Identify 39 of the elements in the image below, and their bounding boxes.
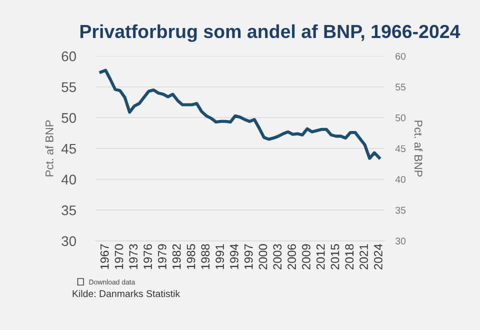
x-tick-label: 2009 bbox=[302, 244, 310, 270]
x-tick-label: 1982 bbox=[172, 244, 181, 270]
y-axis-title: Pct. af BNP bbox=[45, 120, 54, 176]
y-tick-label: 30 bbox=[62, 236, 76, 246]
x-tick-label: 2003 bbox=[273, 244, 282, 270]
line-series bbox=[99, 68, 381, 160]
x-tick-label: 1985 bbox=[186, 244, 196, 270]
x-tick-label: 1967 bbox=[100, 244, 109, 270]
x-tick-label: 1988 bbox=[201, 244, 210, 270]
x-tick-label: 1979 bbox=[158, 244, 166, 270]
x-tick-label: 2018 bbox=[345, 244, 354, 270]
y2-tick-label: 50 bbox=[396, 114, 406, 122]
y-tick-label: 55 bbox=[62, 82, 76, 92]
y2-tick-label: 55 bbox=[396, 84, 406, 91]
x-tick-label: 2006 bbox=[288, 244, 296, 270]
y2-tick-label: 35 bbox=[395, 206, 406, 214]
y2-tick-label: 30 bbox=[395, 238, 406, 245]
y-tick-label: 35 bbox=[62, 205, 76, 216]
y-tick-label: 40 bbox=[61, 174, 76, 184]
x-tick-label: 2021 bbox=[360, 244, 368, 270]
y-tick-label: 60 bbox=[62, 51, 76, 62]
x-tick-label: 2024 bbox=[374, 244, 382, 270]
y2-axis-title: Pct. af BNP bbox=[414, 120, 423, 177]
x-tick-label: 2012 bbox=[316, 244, 325, 270]
y-tick-label: 50 bbox=[62, 113, 76, 123]
y2-tick-label: 60 bbox=[396, 52, 406, 60]
y2-tick-label: 45 bbox=[395, 145, 406, 152]
text: Kilde: Danmarks Statistik bbox=[72, 290, 180, 298]
x-tick-label: 1976 bbox=[144, 244, 152, 270]
x-tick-label: 1973 bbox=[129, 244, 138, 270]
x-tick-label: 2000 bbox=[258, 244, 268, 270]
x-tick-label: 1970 bbox=[114, 244, 124, 270]
chart-title: Privatforbrug som andel af BNP, 1966-2024 bbox=[80, 24, 460, 42]
x-tick-label: 1994 bbox=[230, 244, 238, 270]
x-tick-label: 1991 bbox=[216, 244, 224, 270]
y2-tick-label: 40 bbox=[395, 176, 406, 183]
y-tick-label: 45 bbox=[61, 144, 76, 154]
x-tick-label: 1997 bbox=[244, 244, 253, 270]
x-tick-label: 2015 bbox=[330, 244, 340, 270]
